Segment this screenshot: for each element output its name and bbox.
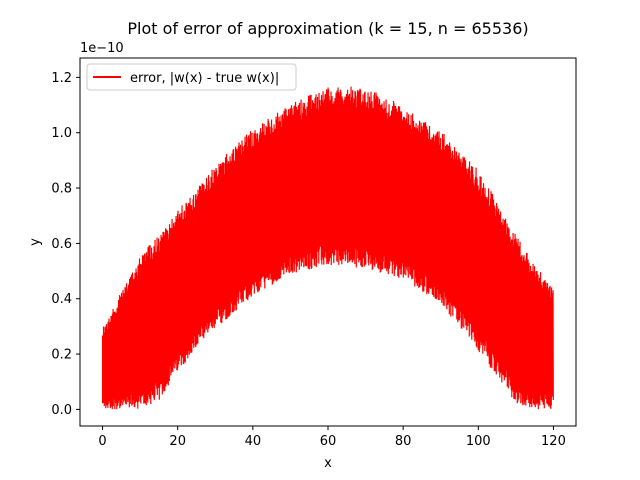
x-tick-label: 60 <box>320 434 337 449</box>
y-tick-label: 0.6 <box>51 237 72 252</box>
legend: error, |w(x) - true w(x)| <box>86 63 297 91</box>
y-tick-label: 0.4 <box>51 292 72 307</box>
legend-box <box>86 63 297 91</box>
series-layer <box>101 86 554 410</box>
y-axis-label: y <box>28 238 43 246</box>
x-axis-label: x <box>324 456 332 471</box>
x-tick-label: 20 <box>169 434 186 449</box>
y-axis-ticks: 0.0 0.2 0.4 0.6 0.8 1.0 1.2 <box>51 71 80 418</box>
y-tick-label: 0.8 <box>51 182 72 197</box>
y-tick-label: 1.2 <box>51 71 72 86</box>
y-axis-offset-label: 1e−10 <box>80 41 124 56</box>
y-tick-label: 1.0 <box>51 126 72 141</box>
x-tick-label: 0 <box>98 434 106 449</box>
error-series-line <box>101 86 554 410</box>
x-tick-label: 80 <box>395 434 412 449</box>
y-tick-label: 0.2 <box>51 348 72 363</box>
y-tick-label: 0.0 <box>51 403 72 418</box>
x-axis-ticks: 0 20 40 60 80 100 120 <box>98 426 566 449</box>
x-tick-label: 120 <box>541 434 566 449</box>
chart-title: Plot of error of approximation (k = 15, … <box>127 19 528 38</box>
x-tick-label: 40 <box>245 434 262 449</box>
legend-series-label: error, |w(x) - true w(x)| <box>130 71 279 86</box>
x-tick-label: 100 <box>466 434 491 449</box>
